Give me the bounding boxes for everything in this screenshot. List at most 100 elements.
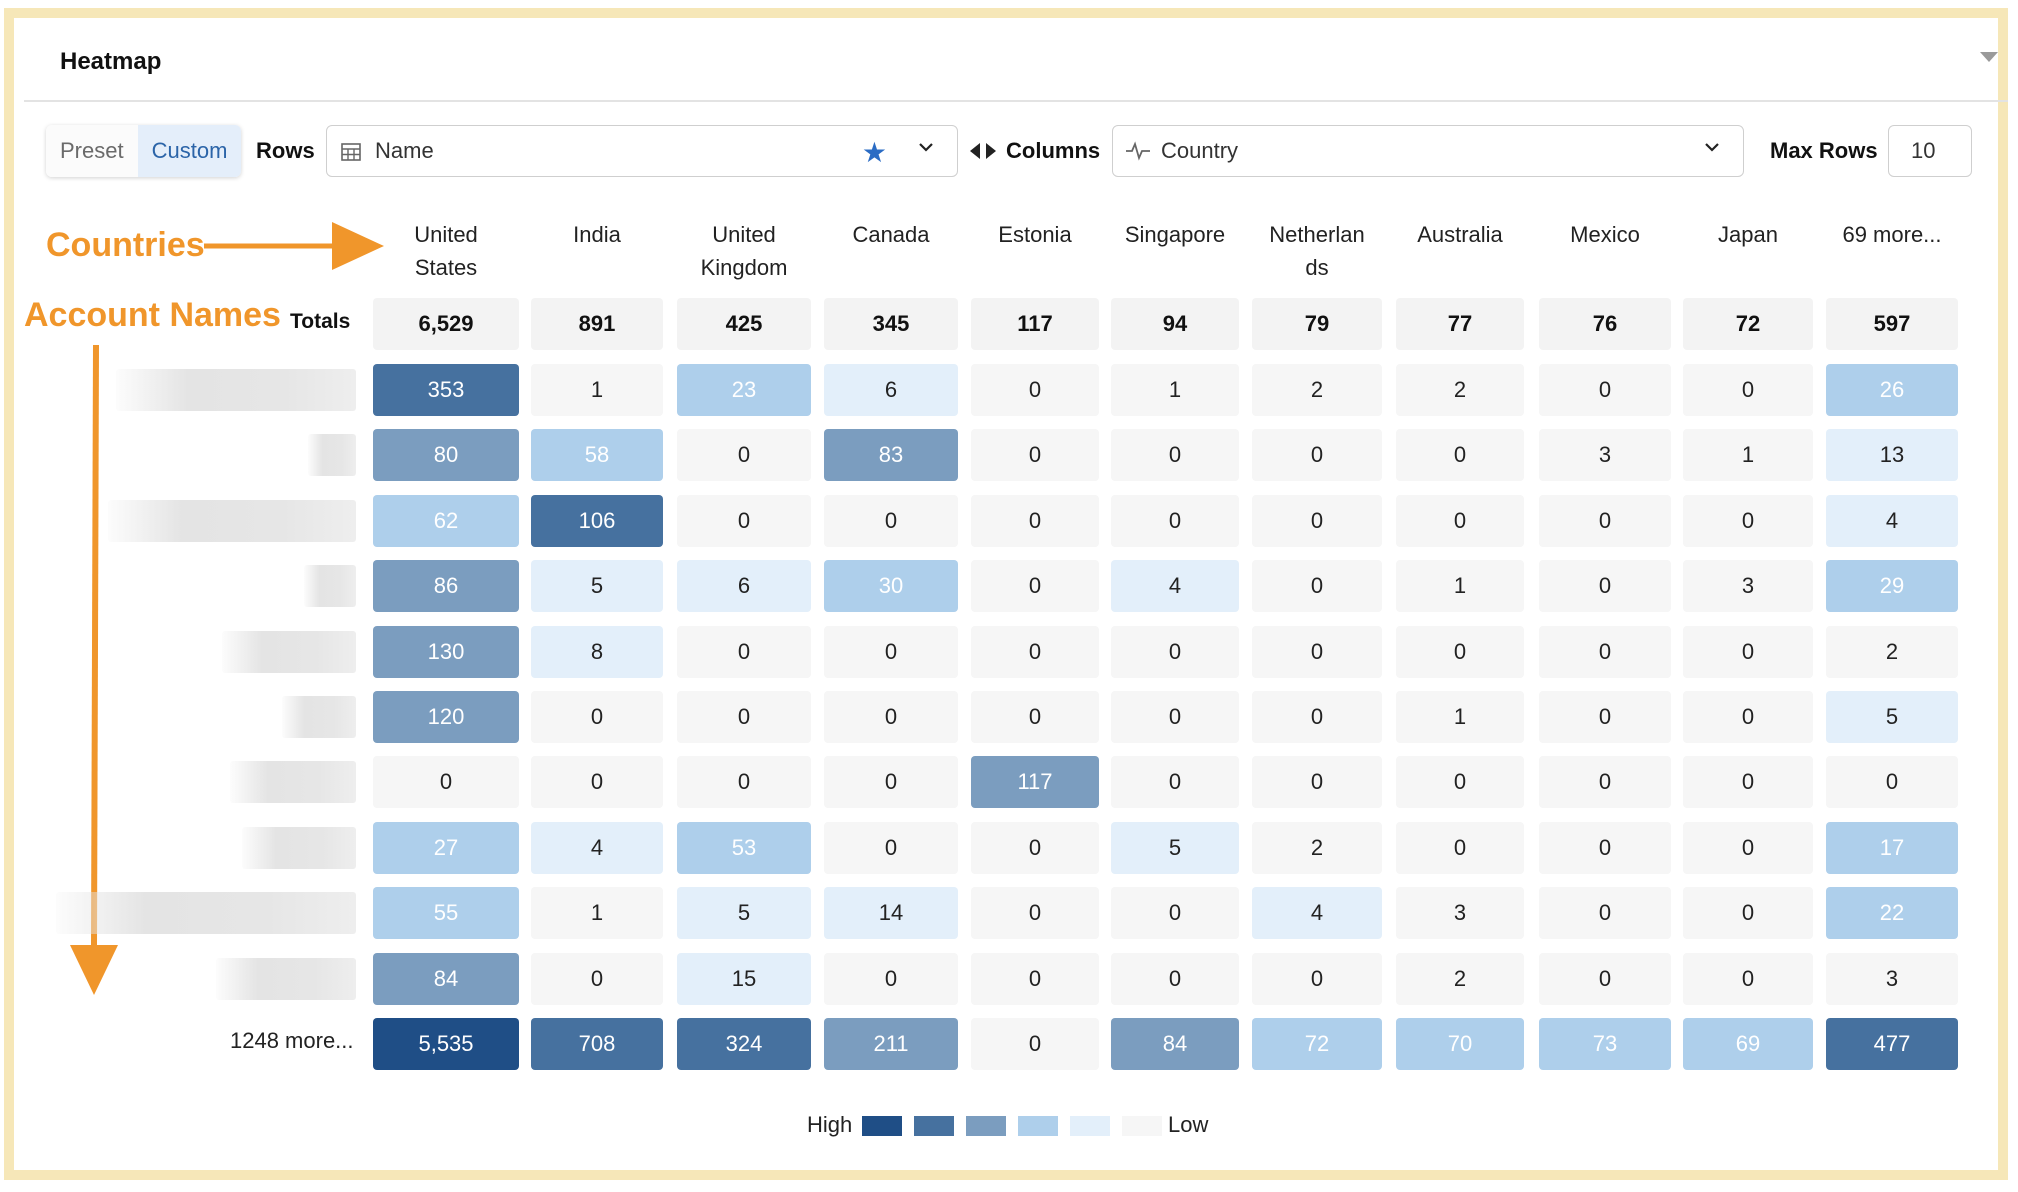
heatmap-cell[interactable]: 130	[373, 626, 519, 678]
heatmap-cell[interactable]: 1	[1111, 364, 1239, 416]
heatmap-cell[interactable]: 0	[1111, 429, 1239, 481]
heatmap-cell[interactable]: 0	[1396, 495, 1524, 547]
heatmap-cell[interactable]: 0	[1396, 429, 1524, 481]
heatmap-cell[interactable]: 0	[824, 953, 958, 1005]
heatmap-cell[interactable]: 29	[1826, 560, 1958, 612]
heatmap-cell[interactable]: 0	[971, 953, 1099, 1005]
heatmap-cell[interactable]: 72	[1252, 1018, 1382, 1070]
heatmap-cell[interactable]: 0	[677, 429, 811, 481]
heatmap-cell[interactable]: 0	[1539, 626, 1671, 678]
heatmap-cell[interactable]: 4	[531, 822, 663, 874]
heatmap-cell[interactable]: 0	[677, 626, 811, 678]
heatmap-cell[interactable]: 0	[1539, 953, 1671, 1005]
heatmap-cell[interactable]: 4	[1252, 887, 1382, 939]
rows-select[interactable]: Name ★	[326, 125, 958, 177]
max-rows-input[interactable]: 10	[1888, 125, 1972, 177]
heatmap-cell[interactable]: 211	[824, 1018, 958, 1070]
heatmap-cell[interactable]: 58	[531, 429, 663, 481]
heatmap-cell[interactable]: 55	[373, 887, 519, 939]
heatmap-cell[interactable]: 0	[971, 887, 1099, 939]
heatmap-cell[interactable]: 0	[677, 756, 811, 808]
heatmap-cell[interactable]: 0	[1252, 495, 1382, 547]
columns-select[interactable]: Country	[1112, 125, 1744, 177]
heatmap-cell[interactable]: 3	[1396, 887, 1524, 939]
custom-tab[interactable]: Custom	[137, 125, 242, 177]
heatmap-cell[interactable]: 17	[1826, 822, 1958, 874]
heatmap-cell[interactable]: 0	[1396, 822, 1524, 874]
total-cell[interactable]: 72	[1683, 298, 1813, 350]
heatmap-cell[interactable]: 0	[1111, 495, 1239, 547]
star-icon[interactable]: ★	[861, 137, 887, 168]
chevron-down-icon[interactable]	[919, 140, 933, 154]
preset-tab[interactable]: Preset	[46, 125, 138, 177]
heatmap-cell[interactable]: 0	[1396, 756, 1524, 808]
heatmap-cell[interactable]: 4	[1111, 560, 1239, 612]
heatmap-cell[interactable]: 5,535	[373, 1018, 519, 1070]
heatmap-cell[interactable]: 0	[824, 691, 958, 743]
heatmap-cell[interactable]: 0	[1252, 691, 1382, 743]
total-cell[interactable]: 77	[1396, 298, 1524, 350]
heatmap-cell[interactable]: 30	[824, 560, 958, 612]
heatmap-cell[interactable]: 5	[531, 560, 663, 612]
heatmap-cell[interactable]: 0	[971, 1018, 1099, 1070]
heatmap-cell[interactable]: 0	[1539, 495, 1671, 547]
heatmap-cell[interactable]: 83	[824, 429, 958, 481]
heatmap-cell[interactable]: 0	[1111, 691, 1239, 743]
heatmap-cell[interactable]: 5	[1826, 691, 1958, 743]
heatmap-cell[interactable]: 0	[531, 953, 663, 1005]
heatmap-cell[interactable]: 0	[1539, 756, 1671, 808]
collapse-icon[interactable]	[1980, 52, 1998, 62]
heatmap-cell[interactable]: 0	[677, 691, 811, 743]
heatmap-cell[interactable]: 0	[1252, 626, 1382, 678]
heatmap-cell[interactable]: 477	[1826, 1018, 1958, 1070]
more-rows-label[interactable]: 1248 more...	[230, 1028, 354, 1053]
heatmap-cell[interactable]: 23	[677, 364, 811, 416]
heatmap-cell[interactable]: 0	[1539, 822, 1671, 874]
heatmap-cell[interactable]: 1	[1396, 560, 1524, 612]
heatmap-cell[interactable]: 0	[1683, 495, 1813, 547]
total-cell[interactable]: 117	[971, 298, 1099, 350]
heatmap-cell[interactable]: 0	[824, 822, 958, 874]
heatmap-cell[interactable]: 6	[824, 364, 958, 416]
heatmap-cell[interactable]: 2	[1252, 364, 1382, 416]
heatmap-cell[interactable]: 69	[1683, 1018, 1813, 1070]
total-cell[interactable]: 79	[1252, 298, 1382, 350]
heatmap-cell[interactable]: 80	[373, 429, 519, 481]
heatmap-cell[interactable]: 13	[1826, 429, 1958, 481]
heatmap-cell[interactable]: 0	[1111, 887, 1239, 939]
heatmap-cell[interactable]: 0	[531, 691, 663, 743]
total-cell[interactable]: 597	[1826, 298, 1958, 350]
heatmap-cell[interactable]: 86	[373, 560, 519, 612]
heatmap-cell[interactable]: 0	[824, 756, 958, 808]
heatmap-cell[interactable]: 0	[971, 560, 1099, 612]
heatmap-cell[interactable]: 0	[971, 822, 1099, 874]
heatmap-cell[interactable]: 0	[1252, 560, 1382, 612]
heatmap-cell[interactable]: 1	[531, 887, 663, 939]
heatmap-cell[interactable]: 5	[677, 887, 811, 939]
heatmap-cell[interactable]: 0	[1252, 953, 1382, 1005]
heatmap-cell[interactable]: 0	[971, 364, 1099, 416]
heatmap-cell[interactable]: 22	[1826, 887, 1958, 939]
heatmap-cell[interactable]: 15	[677, 953, 811, 1005]
swap-arrows-icon[interactable]	[970, 140, 996, 162]
heatmap-cell[interactable]: 3	[1826, 953, 1958, 1005]
heatmap-cell[interactable]: 0	[1539, 691, 1671, 743]
heatmap-cell[interactable]: 0	[1539, 560, 1671, 612]
heatmap-cell[interactable]: 84	[373, 953, 519, 1005]
chevron-down-icon[interactable]	[1705, 140, 1719, 154]
heatmap-cell[interactable]: 0	[531, 756, 663, 808]
heatmap-cell[interactable]: 14	[824, 887, 958, 939]
heatmap-cell[interactable]: 0	[677, 495, 811, 547]
heatmap-cell[interactable]: 324	[677, 1018, 811, 1070]
heatmap-cell[interactable]: 0	[1683, 887, 1813, 939]
heatmap-cell[interactable]: 6	[677, 560, 811, 612]
heatmap-cell[interactable]: 0	[1683, 364, 1813, 416]
heatmap-cell[interactable]: 62	[373, 495, 519, 547]
heatmap-cell[interactable]: 0	[1396, 626, 1524, 678]
heatmap-cell[interactable]: 0	[824, 626, 958, 678]
heatmap-cell[interactable]: 1	[531, 364, 663, 416]
heatmap-cell[interactable]: 3	[1683, 560, 1813, 612]
heatmap-cell[interactable]: 117	[971, 756, 1099, 808]
heatmap-cell[interactable]: 120	[373, 691, 519, 743]
heatmap-cell[interactable]: 0	[971, 429, 1099, 481]
